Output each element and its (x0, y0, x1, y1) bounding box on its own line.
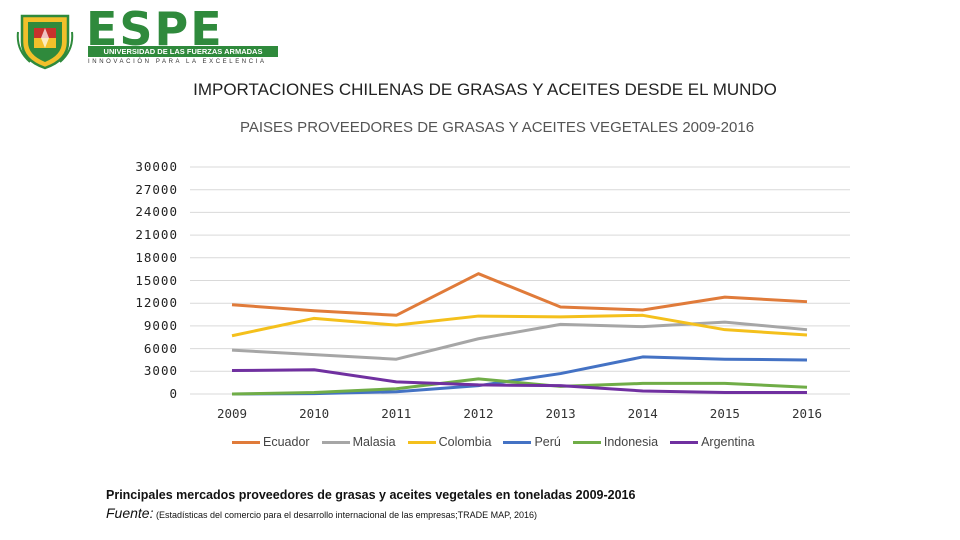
slide-title: IMPORTACIONES CHILENAS DE GRASAS Y ACEIT… (193, 80, 777, 99)
figure-caption: Principales mercados proveedores de gras… (106, 488, 636, 502)
x-tick-label: 2013 (545, 406, 576, 421)
university-seal-icon (16, 14, 74, 70)
series-line-perú (231, 355, 808, 396)
series-line-argentina (231, 368, 807, 394)
chart-legend: Ecuador Malasia Colombia Perú Indonesia Argen… (232, 435, 767, 449)
y-tick-label: 27000 (135, 181, 178, 197)
y-tick-label: 30000 (135, 159, 178, 174)
legend-label: Colombia (438, 435, 492, 449)
source-text: (Estadísticas del comercio para el desar… (156, 510, 538, 520)
y-tick-label: 18000 (135, 249, 178, 265)
y-tick-label: 21000 (135, 227, 178, 243)
legend-label: Perú (534, 435, 561, 449)
legend-swatch (572, 440, 601, 444)
series-line-indonesia (231, 377, 808, 396)
y-tick-label: 24000 (135, 204, 178, 220)
legend-item: Ecuador (232, 435, 310, 449)
university-name: UNIVERSIDAD DE LAS FUERZAS ARMADAS (88, 46, 278, 57)
series-line-ecuador (231, 272, 808, 317)
legend-item: Colombia (407, 435, 492, 449)
y-tick-label: 3000 (143, 363, 178, 379)
y-tick-label: 0 (169, 386, 178, 401)
x-tick-label: 2014 (627, 406, 658, 421)
legend-swatch (503, 440, 532, 444)
series-line-colombia (231, 313, 808, 338)
legend-swatch (670, 440, 699, 444)
chart-title: PAISES PROVEEDORES DE GRASAS Y ACEITES V… (239, 119, 755, 136)
x-tick-label: 2015 (709, 406, 740, 421)
y-tick-label: 6000 (143, 340, 178, 356)
x-tick-label: 2010 (299, 406, 330, 421)
legend-label: Ecuador (263, 435, 310, 449)
y-tick-label: 12000 (135, 295, 178, 311)
legend-swatch (407, 440, 436, 444)
series-line-malasia (231, 320, 808, 361)
y-tick-label: 15000 (135, 272, 178, 288)
legend-label: Indonesia (603, 435, 659, 449)
brand-motto: INNOVACIÓN PARA LA EXCELENCIA (88, 59, 267, 65)
y-tick-label: 9000 (143, 317, 178, 333)
legend-label: Malasia (352, 435, 396, 449)
source-note: Fuente: (Estadísticas del comercio para … (106, 505, 537, 521)
legend-swatch (321, 440, 350, 444)
espe-logo: ESPE UNIVERSIDAD DE LAS FUERZAS ARMADAS … (14, 2, 284, 70)
x-tick-label: 2009 (216, 406, 248, 421)
legend-item: Perú (503, 435, 561, 449)
source-lead: Fuente: (106, 505, 154, 521)
legend-item: Malasia (321, 435, 396, 449)
x-tick-label: 2016 (791, 406, 823, 421)
legend-item: Argentina (670, 435, 755, 449)
x-tick-label: 2011 (381, 406, 412, 421)
legend-swatch (232, 440, 260, 444)
legend-item: Indonesia (572, 435, 659, 449)
legend-label: Argentina (701, 435, 755, 449)
x-tick-label: 2012 (463, 406, 494, 421)
